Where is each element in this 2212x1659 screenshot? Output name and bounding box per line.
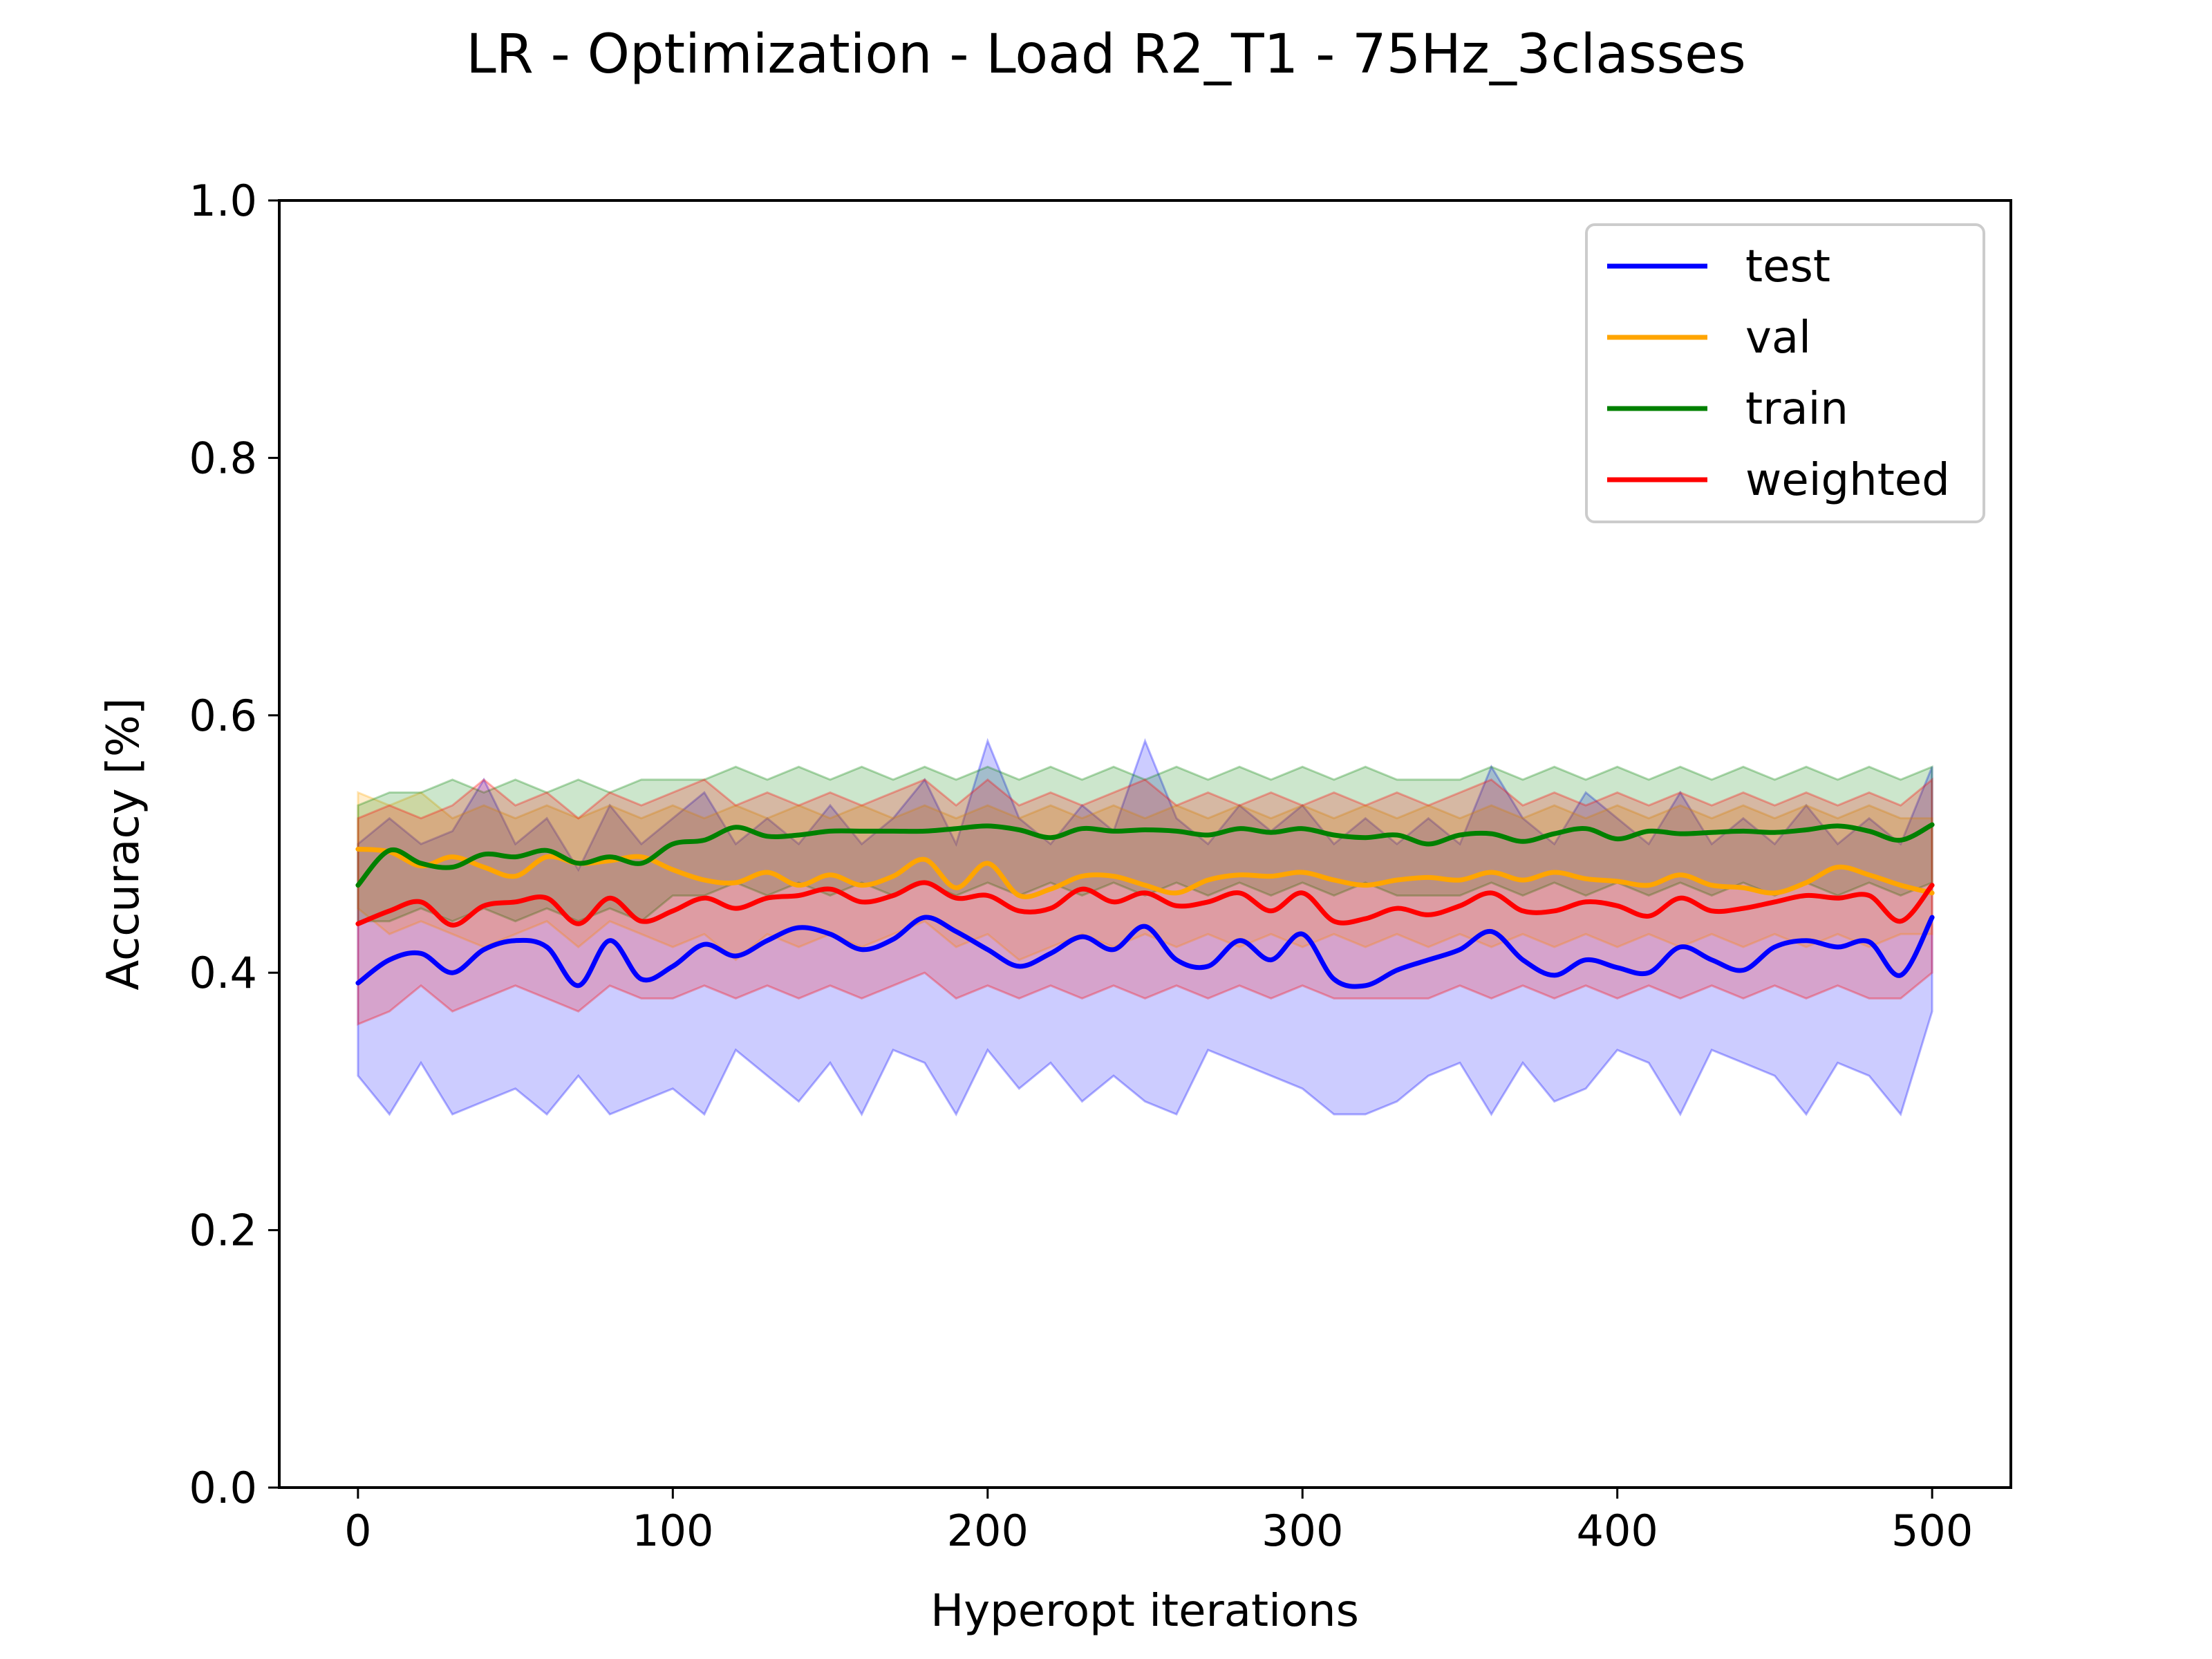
y-tick-label-0-2: 0.2 bbox=[189, 1206, 257, 1256]
x-axis-ticks: 0 100 200 300 400 500 bbox=[344, 1488, 1973, 1556]
legend-label-test: test bbox=[1745, 241, 1830, 292]
y-tick-label-1-0: 1.0 bbox=[189, 176, 257, 226]
x-tick-label-100: 100 bbox=[632, 1506, 713, 1556]
series-line-test bbox=[355, 915, 1935, 989]
plot-frame bbox=[278, 199, 2012, 1489]
x-axis-label: Hyperopt iterations bbox=[930, 1586, 1359, 1637]
y-tick-label-0-6: 0.6 bbox=[189, 691, 257, 741]
x-tick-label-500: 500 bbox=[1891, 1506, 1973, 1556]
series-line-weighted bbox=[355, 880, 1935, 928]
legend-label-weighted: weighted bbox=[1745, 455, 1950, 506]
x-tick-label-300: 300 bbox=[1262, 1506, 1343, 1556]
legend-label-val: val bbox=[1745, 312, 1811, 364]
y-axis-ticks: 0.0 0.2 0.4 0.6 0.8 1.0 bbox=[189, 176, 279, 1513]
x-tick-label-200: 200 bbox=[947, 1506, 1029, 1556]
y-tick-label-0-4: 0.4 bbox=[189, 948, 257, 998]
x-tick-label-0: 0 bbox=[344, 1506, 371, 1556]
legend: test val train weighted bbox=[1585, 223, 1985, 523]
y-tick-label-0-0: 0.0 bbox=[189, 1463, 257, 1513]
series-lines bbox=[355, 822, 1935, 989]
y-tick-label-0-8: 0.8 bbox=[189, 433, 257, 483]
y-axis-label: Accuracy [%] bbox=[98, 697, 149, 990]
legend-label-train: train bbox=[1745, 384, 1848, 435]
x-tick-label-400: 400 bbox=[1577, 1506, 1658, 1556]
chart-title: LR - Optimization - Load R2_T1 - 75Hz_3c… bbox=[466, 24, 1746, 86]
legend-box bbox=[1585, 223, 1985, 523]
band-train bbox=[357, 765, 1933, 923]
series-line-train bbox=[355, 822, 1935, 888]
band-val bbox=[357, 791, 1933, 962]
